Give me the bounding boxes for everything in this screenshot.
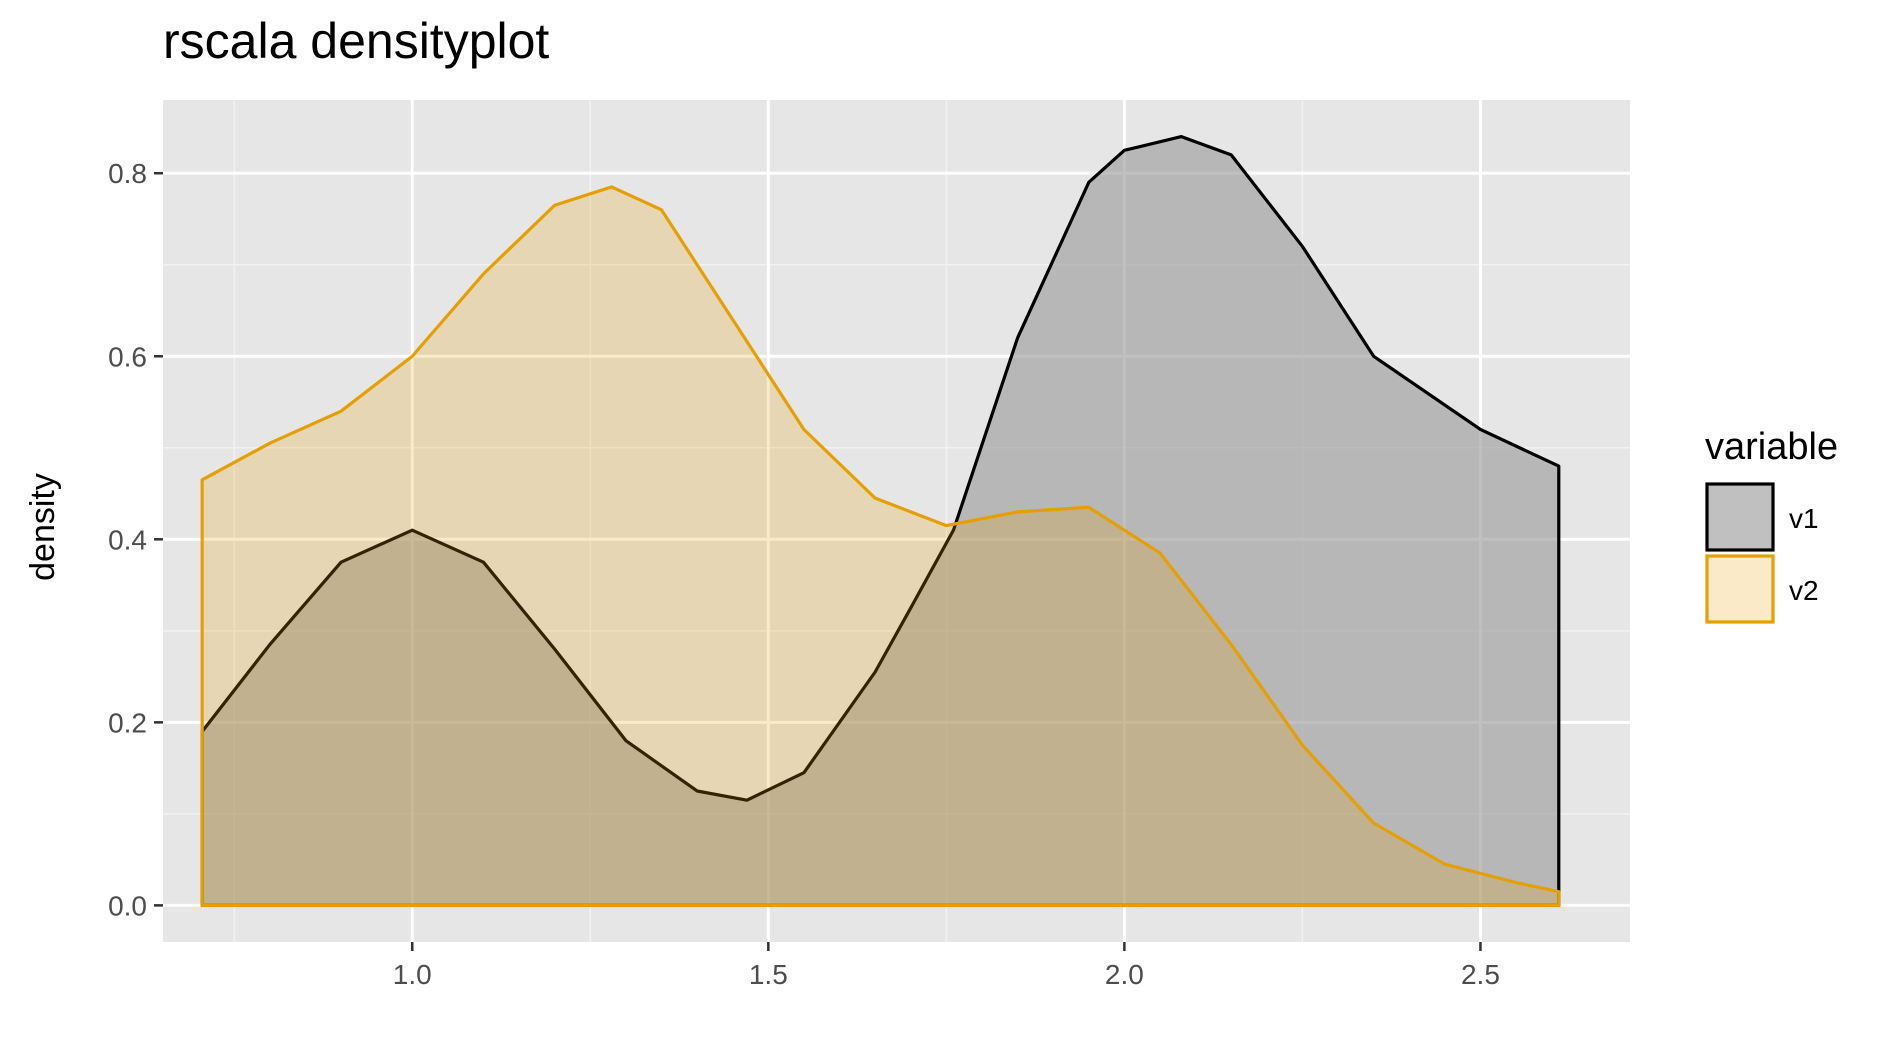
chart-title: rscala densityplot bbox=[163, 13, 549, 69]
y-tick-label: 0.6 bbox=[108, 341, 147, 372]
x-axis: 1.0 1.5 2.0 2.5 bbox=[393, 942, 1500, 990]
legend-item-v1: v1 bbox=[1705, 482, 1819, 552]
legend-item-v2: v2 bbox=[1705, 554, 1819, 624]
density-area-v2 bbox=[200, 185, 1561, 907]
x-tick-label: 1.0 bbox=[393, 959, 432, 990]
series-v2 bbox=[200, 185, 1561, 907]
y-tick-label: 0.8 bbox=[108, 158, 147, 189]
series-layer bbox=[200, 135, 1561, 907]
x-tick-label: 2.0 bbox=[1105, 959, 1144, 990]
y-tick-label: 0.2 bbox=[108, 707, 147, 738]
y-axis-title: density bbox=[24, 473, 62, 581]
y-tick-label: 0.4 bbox=[108, 524, 147, 555]
y-tick-label: 0.0 bbox=[108, 890, 147, 921]
x-tick-label: 1.5 bbox=[749, 959, 788, 990]
legend: variable v1 v2 bbox=[1705, 426, 1838, 624]
legend-label-v1: v1 bbox=[1789, 503, 1819, 534]
legend-items: v1 v2 bbox=[1705, 482, 1819, 624]
legend-label-v2: v2 bbox=[1789, 575, 1819, 606]
legend-key-bg bbox=[1705, 554, 1775, 624]
series-v1 bbox=[200, 135, 1561, 907]
legend-key-v2 bbox=[1705, 554, 1775, 624]
x-tick-label: 2.5 bbox=[1461, 959, 1500, 990]
density-area-v1 bbox=[200, 135, 1561, 907]
legend-key-v1 bbox=[1705, 482, 1775, 552]
legend-title: variable bbox=[1705, 426, 1838, 468]
y-axis: 0.0 0.2 0.4 0.6 0.8 bbox=[108, 158, 163, 921]
